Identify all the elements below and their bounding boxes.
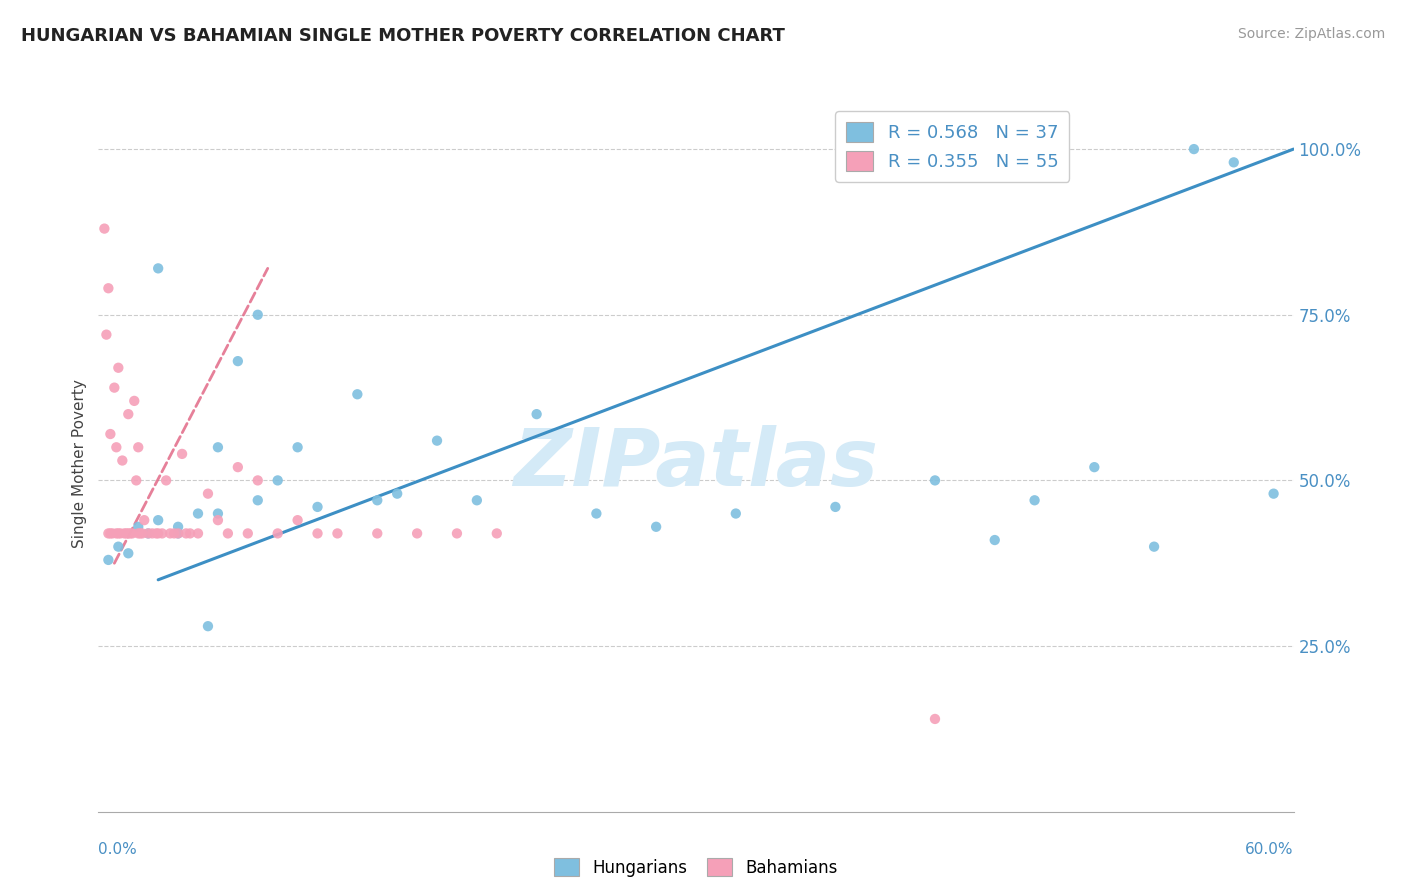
Point [187, 526, 209, 541]
Point [115, 526, 138, 541]
Point [167, 526, 190, 541]
Point [485, 526, 508, 541]
Point [167, 526, 190, 541]
Point [1222, 155, 1246, 169]
Point [163, 526, 186, 541]
Point [724, 507, 747, 521]
Point [1263, 486, 1285, 500]
Point [307, 526, 329, 541]
Point [125, 474, 148, 488]
Point [526, 407, 548, 421]
Point [446, 526, 468, 541]
Point [107, 540, 129, 554]
Point [984, 533, 1007, 547]
Point [148, 261, 170, 276]
Point [326, 526, 349, 541]
Text: 60.0%: 60.0% [1246, 841, 1294, 856]
Point [97, 553, 120, 567]
Point [197, 619, 219, 633]
Point [1024, 493, 1046, 508]
Point [107, 360, 129, 375]
Point [105, 526, 128, 541]
Point [121, 526, 143, 541]
Point [127, 440, 149, 454]
Point [246, 474, 269, 488]
Point [246, 308, 269, 322]
Point [136, 526, 159, 541]
Point [141, 526, 163, 541]
Point [465, 493, 488, 508]
Point [267, 526, 290, 541]
Point [226, 354, 249, 368]
Point [366, 493, 388, 508]
Point [134, 513, 156, 527]
Point [207, 507, 229, 521]
Point [117, 526, 139, 541]
Point [155, 474, 177, 488]
Point [120, 526, 142, 541]
Point [100, 427, 122, 442]
Point [924, 712, 946, 726]
Point [824, 500, 846, 514]
Point [97, 281, 120, 295]
Point [129, 526, 152, 541]
Point [924, 474, 946, 488]
Point [197, 486, 219, 500]
Point [105, 440, 128, 454]
Point [1083, 460, 1105, 475]
Point [93, 221, 115, 235]
Point [307, 500, 329, 514]
Point [426, 434, 449, 448]
Text: Source: ZipAtlas.com: Source: ZipAtlas.com [1237, 27, 1385, 41]
Point [174, 526, 197, 541]
Point [96, 327, 118, 342]
Point [159, 526, 181, 541]
Point [207, 440, 229, 454]
Point [179, 526, 201, 541]
Point [148, 513, 170, 527]
Point [1182, 142, 1205, 156]
Point [346, 387, 368, 401]
Point [366, 526, 388, 541]
Point [287, 440, 309, 454]
Point [150, 526, 173, 541]
Point [111, 453, 134, 467]
Point [246, 493, 269, 508]
Point [100, 526, 122, 541]
Point [585, 507, 607, 521]
Point [117, 546, 139, 560]
Point [101, 526, 124, 541]
Point [226, 460, 249, 475]
Point [107, 526, 129, 541]
Point [127, 526, 149, 541]
Point [172, 447, 194, 461]
Point [148, 526, 170, 541]
Text: HUNGARIAN VS BAHAMIAN SINGLE MOTHER POVERTY CORRELATION CHART: HUNGARIAN VS BAHAMIAN SINGLE MOTHER POVE… [21, 27, 785, 45]
Text: 0.0%: 0.0% [98, 841, 138, 856]
Point [207, 513, 229, 527]
Legend: Hungarians, Bahamians: Hungarians, Bahamians [547, 851, 845, 883]
Point [112, 526, 135, 541]
Point [110, 526, 132, 541]
Point [127, 520, 149, 534]
Point [103, 381, 125, 395]
Y-axis label: Single Mother Poverty: Single Mother Poverty [72, 379, 87, 549]
Point [645, 520, 668, 534]
Point [131, 526, 153, 541]
Point [1143, 540, 1166, 554]
Point [167, 520, 190, 534]
Point [236, 526, 259, 541]
Point [385, 486, 409, 500]
Point [117, 407, 139, 421]
Point [267, 474, 290, 488]
Point [406, 526, 429, 541]
Point [217, 526, 239, 541]
Point [97, 526, 120, 541]
Point [124, 393, 146, 408]
Text: ZIPatlas: ZIPatlas [513, 425, 879, 503]
Point [145, 526, 167, 541]
Point [187, 507, 209, 521]
Point [136, 526, 159, 541]
Point [287, 513, 309, 527]
